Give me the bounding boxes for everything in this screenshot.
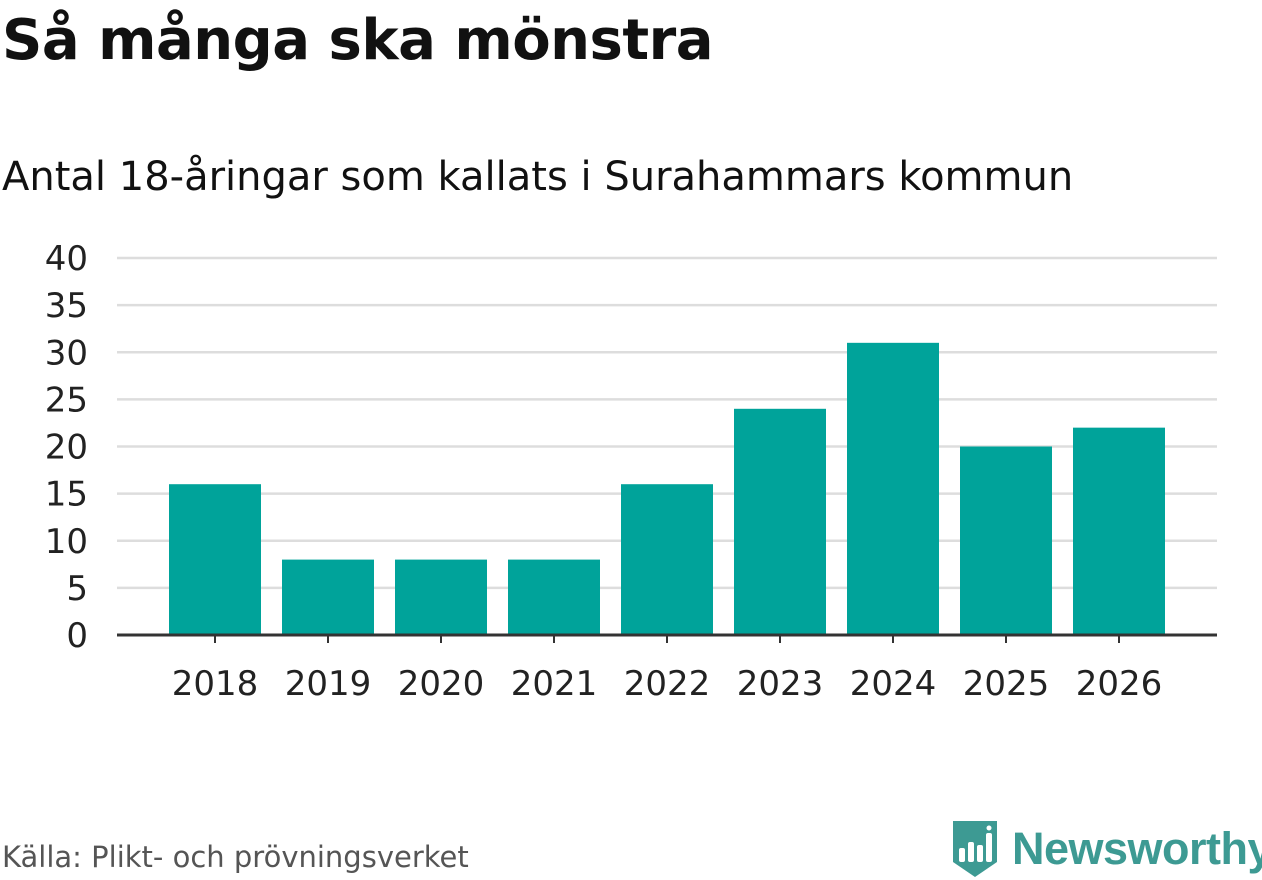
x-tick-label: 2022 [624, 664, 711, 704]
bar [282, 559, 374, 635]
x-tick-label: 2021 [511, 664, 598, 704]
chart-subtitle: Antal 18-åringar som kallats i Surahamma… [2, 154, 1074, 200]
x-tick-label: 2026 [1076, 664, 1163, 704]
y-tick-label: 30 [45, 333, 88, 373]
y-tick-label: 35 [45, 286, 88, 326]
y-tick-label: 25 [45, 380, 88, 420]
x-tick-label: 2019 [285, 664, 372, 704]
bars [169, 342, 1165, 635]
bar [847, 342, 939, 635]
brand-name: Newsworthy [1012, 823, 1262, 874]
bar [960, 446, 1052, 635]
x-tick-label: 2020 [398, 664, 485, 704]
bar [734, 408, 826, 635]
y-tick-label: 0 [66, 616, 88, 656]
axes [117, 633, 1217, 643]
bar [395, 559, 487, 635]
y-tick-label: 10 [45, 522, 88, 562]
source-note: Källa: Plikt- och prövningsverket [2, 840, 469, 874]
y-tick-label: 20 [45, 428, 88, 468]
bar [621, 484, 713, 635]
bar [169, 484, 261, 635]
y-tick-label: 40 [45, 239, 88, 279]
brand-logo: Newsworthy [950, 818, 1262, 880]
page-title: Så många ska mönstra [2, 8, 714, 73]
y-tick-label: 15 [45, 475, 88, 515]
bar [508, 559, 600, 635]
y-tick-label: 5 [66, 569, 88, 609]
x-tick-label: 2023 [737, 664, 824, 704]
bar [1073, 427, 1165, 635]
bar-chart-badge-icon [953, 821, 997, 877]
x-tick-label: 2018 [172, 664, 259, 704]
x-tick-label: 2024 [850, 664, 937, 704]
x-tick-label: 2025 [963, 664, 1050, 704]
